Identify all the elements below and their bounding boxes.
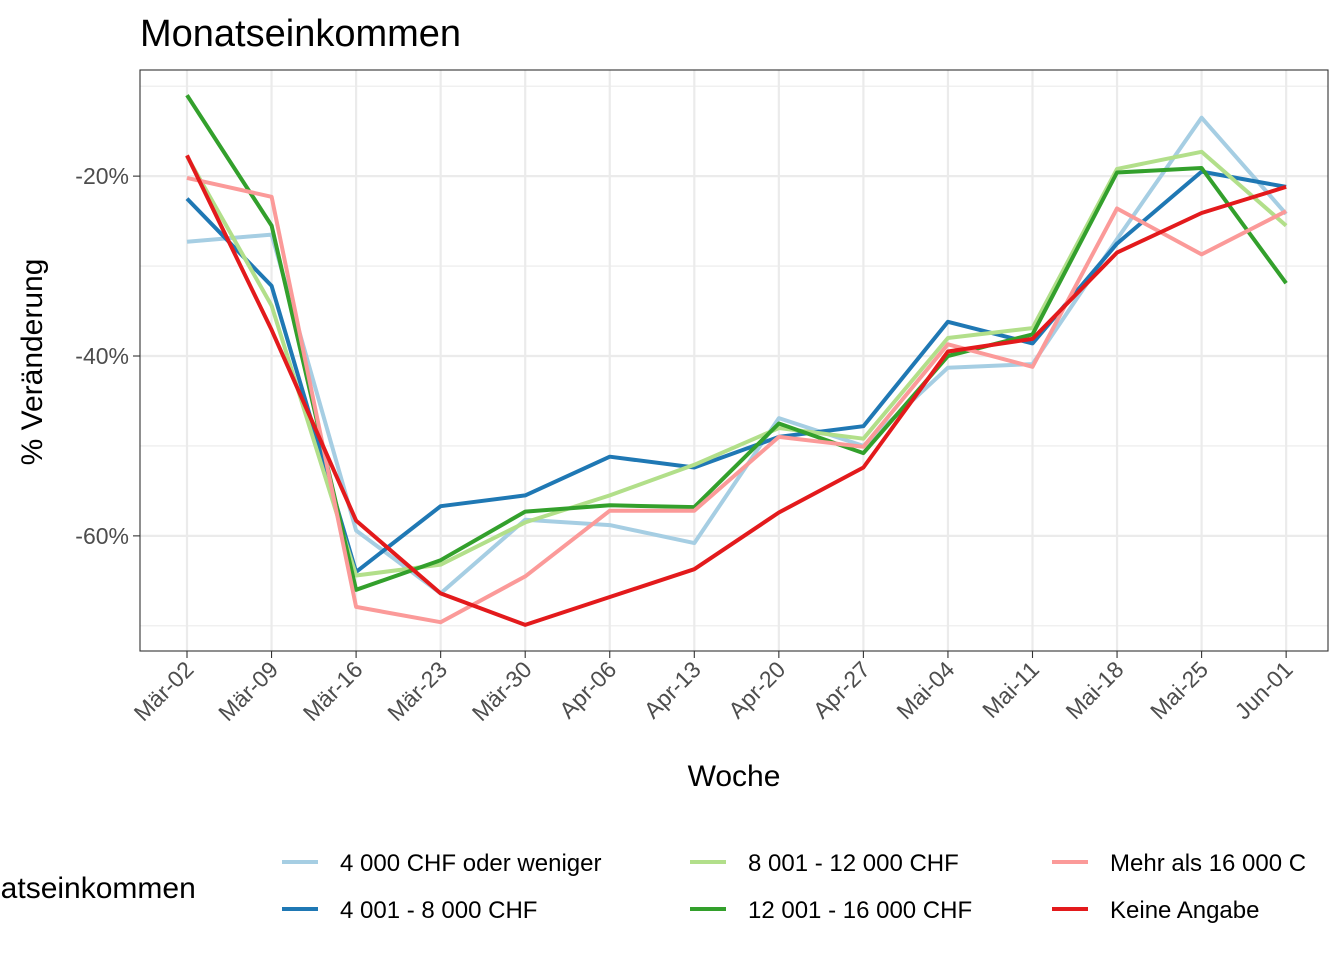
legend-label: 4 000 CHF oder weniger xyxy=(340,850,601,877)
x-tick-label: Mai-11 xyxy=(977,656,1044,723)
legend-label: Keine Angabe xyxy=(1110,897,1259,924)
series-line xyxy=(185,169,1287,574)
series-line xyxy=(185,154,1287,627)
x-tick-label: Apr-20 xyxy=(723,656,790,723)
x-tick-label: Mai-04 xyxy=(891,656,959,724)
legend: natseinkommen 4 000 CHF oder weniger 4 00… xyxy=(0,850,1306,924)
legend-label: 4 001 - 8 000 CHF xyxy=(340,897,537,924)
y-tick-label: -20% xyxy=(75,163,129,189)
y-axis: -20% -40% -60% xyxy=(75,163,140,549)
x-tick-label: Mär-09 xyxy=(213,656,283,726)
x-tick-label: Mär-02 xyxy=(129,656,199,726)
y-axis-title: % Veränderung xyxy=(16,259,49,466)
series-line xyxy=(186,175,1288,625)
series-lines xyxy=(185,94,1288,627)
x-tick-label: Jun-01 xyxy=(1230,656,1298,724)
plot-panel xyxy=(139,69,1329,652)
x-axis: Mär-02 Mär-09 Mär-16 Mär-23 Mär-30 Apr-06 Apr-… xyxy=(129,651,1298,726)
x-tick-label: Mai-18 xyxy=(1060,656,1128,724)
x-axis-title: Woche xyxy=(688,760,781,793)
x-tick-label: Apr-13 xyxy=(639,656,706,723)
x-tick-label: Mär-23 xyxy=(382,656,452,726)
legend-label: 12 001 - 16 000 CHF xyxy=(748,897,972,924)
x-tick-label: Mär-16 xyxy=(298,656,368,726)
y-tick-label: -40% xyxy=(75,343,129,369)
x-tick-label: Apr-06 xyxy=(554,656,621,723)
chart-title: Monatseinkommen xyxy=(140,13,461,55)
x-tick-label: Mai-25 xyxy=(1145,656,1213,724)
series-line xyxy=(185,94,1288,592)
legend-title: natseinkommen xyxy=(0,872,196,905)
x-tick-label: Mär-30 xyxy=(467,656,537,726)
panel-border xyxy=(139,69,1329,652)
legend-label: Mehr als 16 000 C xyxy=(1110,850,1306,877)
x-tick-label: Apr-27 xyxy=(808,656,875,723)
y-tick-label: -60% xyxy=(75,523,129,549)
legend-label: 8 001 - 12 000 CHF xyxy=(748,850,959,877)
